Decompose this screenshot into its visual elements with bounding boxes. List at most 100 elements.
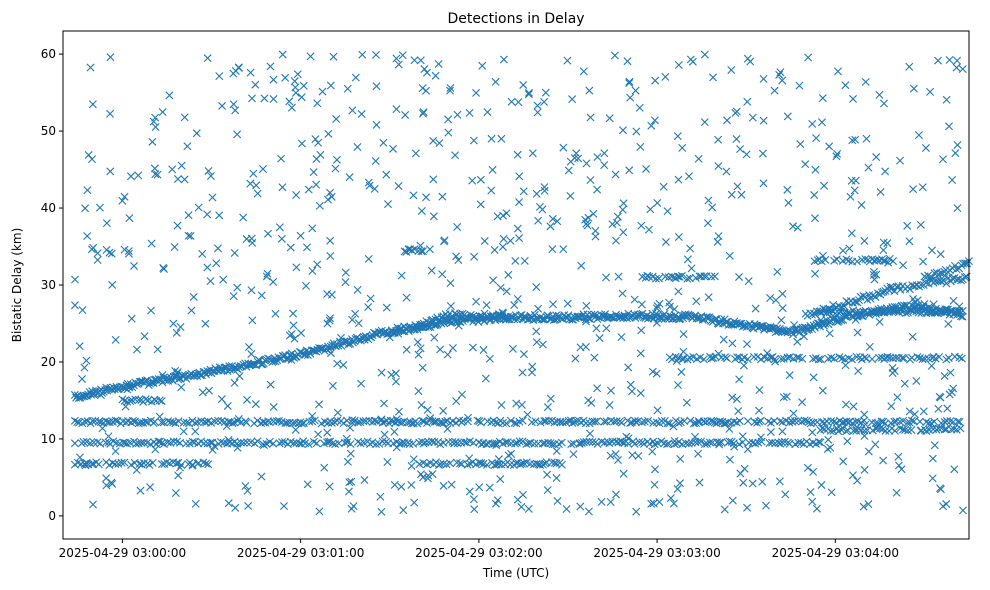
detection-marker (340, 337, 349, 346)
detection-marker (700, 272, 709, 281)
detection-marker (520, 256, 529, 265)
detection-marker (344, 340, 353, 349)
detection-marker (485, 483, 494, 492)
detection-marker (531, 417, 540, 426)
detection-marker (946, 306, 955, 315)
detection-marker (184, 211, 193, 220)
detection-marker (584, 314, 593, 323)
detection-marker (630, 439, 639, 448)
detection-marker (487, 134, 496, 143)
detection-marker (647, 121, 656, 130)
detection-marker (771, 296, 780, 305)
detection-marker (699, 355, 708, 364)
y-tick-label: 20 (41, 355, 56, 369)
detection-marker (201, 319, 210, 328)
detection-marker (617, 418, 626, 427)
detection-marker (524, 504, 533, 513)
detection-marker (940, 425, 949, 434)
detection-marker (743, 445, 752, 454)
detection-marker (130, 261, 139, 270)
detection-marker (513, 150, 522, 159)
detection-marker (166, 418, 175, 427)
detection-marker (277, 154, 286, 163)
detection-marker (382, 170, 391, 179)
detection-marker (372, 120, 381, 129)
detection-marker (83, 186, 92, 195)
detection-marker (137, 438, 146, 447)
detection-marker (436, 345, 445, 354)
detection-marker (790, 417, 799, 426)
detection-marker (440, 236, 449, 245)
detection-marker (753, 418, 761, 427)
detection-marker (875, 353, 883, 362)
detection-marker (548, 245, 557, 254)
detection-marker (517, 400, 526, 409)
detection-marker (423, 474, 432, 483)
detection-marker (582, 437, 591, 446)
detection-marker (226, 365, 235, 374)
detection-marker (465, 108, 474, 117)
detection-marker (428, 316, 437, 325)
detection-marker (285, 97, 294, 106)
detection-marker (667, 272, 676, 281)
detection-marker (377, 507, 386, 516)
detection-marker (106, 53, 115, 62)
detection-marker (470, 505, 479, 514)
detection-marker (584, 507, 593, 516)
detection-marker (82, 356, 91, 365)
detection-marker (800, 416, 809, 425)
detection-marker (306, 52, 315, 61)
detection-marker (480, 237, 489, 246)
detection-marker (836, 315, 844, 324)
detection-marker (298, 419, 306, 428)
detection-marker (784, 198, 793, 207)
detection-marker (230, 248, 239, 257)
detection-marker (266, 62, 275, 71)
detection-marker (715, 438, 724, 447)
detection-marker (358, 50, 367, 59)
detection-marker (758, 477, 767, 486)
detection-marker (299, 81, 308, 90)
detection-marker (141, 395, 150, 404)
detection-marker (303, 480, 312, 489)
x-axis-label: Time (UTC) (482, 566, 549, 580)
detection-marker (955, 417, 964, 426)
detection-marker (150, 164, 159, 173)
detection-marker (822, 309, 831, 318)
detection-marker (518, 459, 527, 468)
detection-marker (830, 354, 839, 363)
detection-marker (147, 378, 156, 387)
detection-marker (955, 307, 964, 316)
detection-marker (332, 155, 341, 164)
detection-marker (843, 308, 852, 317)
detection-marker (506, 416, 515, 425)
detection-marker (667, 355, 676, 364)
detection-marker (519, 459, 528, 468)
detection-marker (515, 234, 524, 243)
detection-marker (626, 419, 635, 428)
detection-marker (243, 395, 252, 404)
detection-marker (244, 501, 253, 510)
detection-marker (860, 426, 869, 435)
detection-marker (782, 392, 791, 401)
detection-marker (519, 80, 528, 89)
detection-marker (694, 449, 703, 458)
detection-marker (251, 400, 260, 409)
detection-marker (407, 246, 416, 255)
detection-marker (475, 312, 484, 321)
detection-marker (611, 170, 620, 179)
detection-marker (687, 264, 696, 273)
detection-marker (172, 328, 181, 337)
detection-marker (734, 407, 743, 416)
y-axis-label: Bistatic Delay (km) (10, 228, 24, 343)
detection-marker (548, 214, 557, 223)
detection-marker (351, 73, 360, 82)
detection-marker (353, 285, 362, 294)
detection-marker (808, 497, 817, 506)
detection-marker (231, 503, 240, 512)
detection-marker (960, 273, 969, 282)
detection-marker (825, 329, 834, 338)
detection-marker (739, 478, 748, 487)
detection-marker (252, 181, 261, 190)
detection-marker (812, 504, 821, 513)
